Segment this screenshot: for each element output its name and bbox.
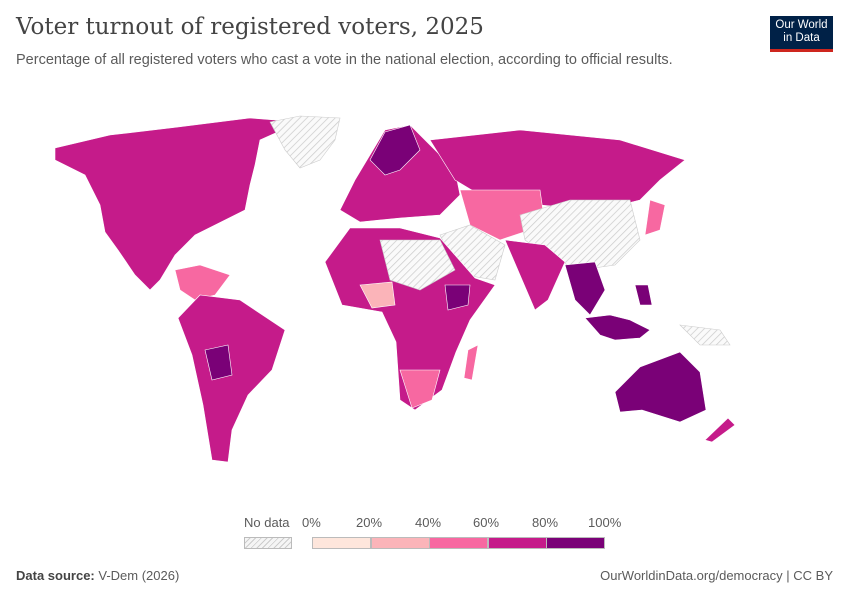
region-sahara[interactable] <box>379 239 456 291</box>
region-south-asia[interactable] <box>504 239 566 311</box>
region-greenland[interactable] <box>269 115 341 169</box>
region-west-africa[interactable] <box>359 281 396 309</box>
chart-title: Voter turnout of registered voters, 2025 <box>16 14 484 40</box>
footer-link[interactable]: OurWorldinData.org/democracy | CC BY <box>600 568 833 583</box>
region-madagascar[interactable] <box>463 344 479 381</box>
region-papua[interactable] <box>679 324 731 346</box>
legend-tick: 80% <box>532 515 559 530</box>
legend-tick: 0% <box>302 515 321 530</box>
region-ethiopia[interactable] <box>444 284 471 311</box>
source-value[interactable]: V-Dem (2026) <box>98 568 180 583</box>
region-north-america[interactable] <box>54 117 301 291</box>
region-philippines[interactable] <box>634 284 653 306</box>
region-indonesia[interactable] <box>584 314 651 341</box>
legend-bin-20-40[interactable] <box>371 537 430 549</box>
region-japan[interactable] <box>644 199 666 236</box>
region-southern-africa[interactable] <box>399 369 441 409</box>
legend-tick: 40% <box>415 515 442 530</box>
logo-line1: Our World <box>775 19 828 31</box>
legend-no-data-swatch <box>244 537 292 549</box>
data-source: Data source: V-Dem (2026) <box>16 568 179 583</box>
owid-logo[interactable]: Our World in Data <box>770 16 833 52</box>
legend-bin-80-100[interactable] <box>546 537 605 549</box>
region-scandinavia[interactable] <box>369 124 421 176</box>
legend-no-data-label: No data <box>244 515 290 530</box>
region-new-zealand[interactable] <box>704 417 736 443</box>
source-label: Data source: <box>16 568 95 583</box>
region-australia[interactable] <box>614 351 707 423</box>
region-central-america[interactable] <box>174 264 231 301</box>
legend-bin-0-20[interactable] <box>312 537 371 549</box>
legend-bin-60-80[interactable] <box>488 537 547 549</box>
legend-bin-40-60[interactable] <box>429 537 488 549</box>
chart-subtitle: Percentage of all registered voters who … <box>16 52 673 68</box>
legend-tick: 100% <box>588 515 622 530</box>
region-bolivia[interactable] <box>204 344 233 381</box>
logo-line2: in Data <box>783 32 820 44</box>
world-map[interactable] <box>0 100 850 500</box>
region-southeast-asia[interactable] <box>564 261 606 316</box>
legend-tick: 60% <box>473 515 500 530</box>
region-south-america[interactable] <box>177 294 286 463</box>
region-africa[interactable] <box>324 227 496 411</box>
legend-tick: 20% <box>356 515 383 530</box>
